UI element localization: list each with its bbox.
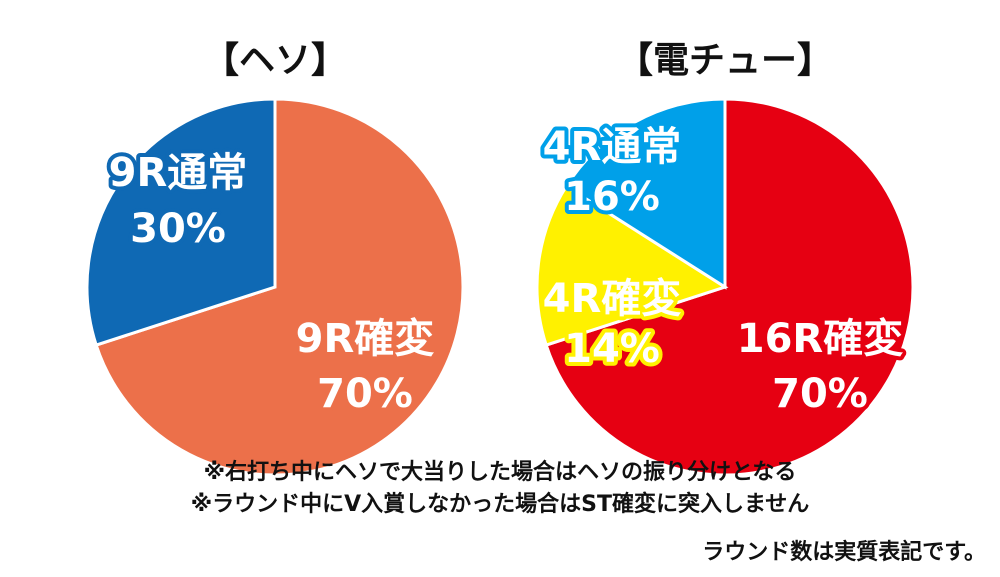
slice-label: 4R通常: [543, 124, 682, 170]
slice-percent-label: 30%: [130, 206, 226, 252]
footnote-round-count: ラウンド数は実質表記です。: [702, 540, 986, 565]
chart-title: 【電チュー】: [617, 40, 833, 81]
pie-slice: [564, 97, 727, 290]
slice-percent-label: 14%: [564, 326, 660, 372]
note-right-hit: ※右打ち中にヘソで大当りした場合はヘソの振り分けとなる: [203, 460, 797, 485]
slice-percent-label: 70%: [317, 371, 413, 417]
pie-slice: [535, 184, 729, 347]
note-v-entry: ※ラウンド中にV入賞しなかった場合はST確変に突入しません: [190, 492, 810, 517]
slice-label: 16R確変: [737, 316, 903, 362]
chart-title: 【ヘソ】: [203, 40, 347, 81]
pie-slice: [85, 97, 277, 347]
pie-slice: [94, 97, 465, 477]
slice-label: 9R通常: [109, 150, 248, 196]
slice-label: 9R確変: [296, 316, 435, 362]
slice-percent-label: 70%: [772, 371, 868, 417]
slice-label: 4R確変: [543, 276, 682, 322]
pie-slice: [544, 97, 915, 477]
slice-percent-label: 16%: [564, 174, 660, 220]
pie-chart-1: 【ヘソ】 9R確変 70% 9R通常 30%: [85, 40, 465, 477]
